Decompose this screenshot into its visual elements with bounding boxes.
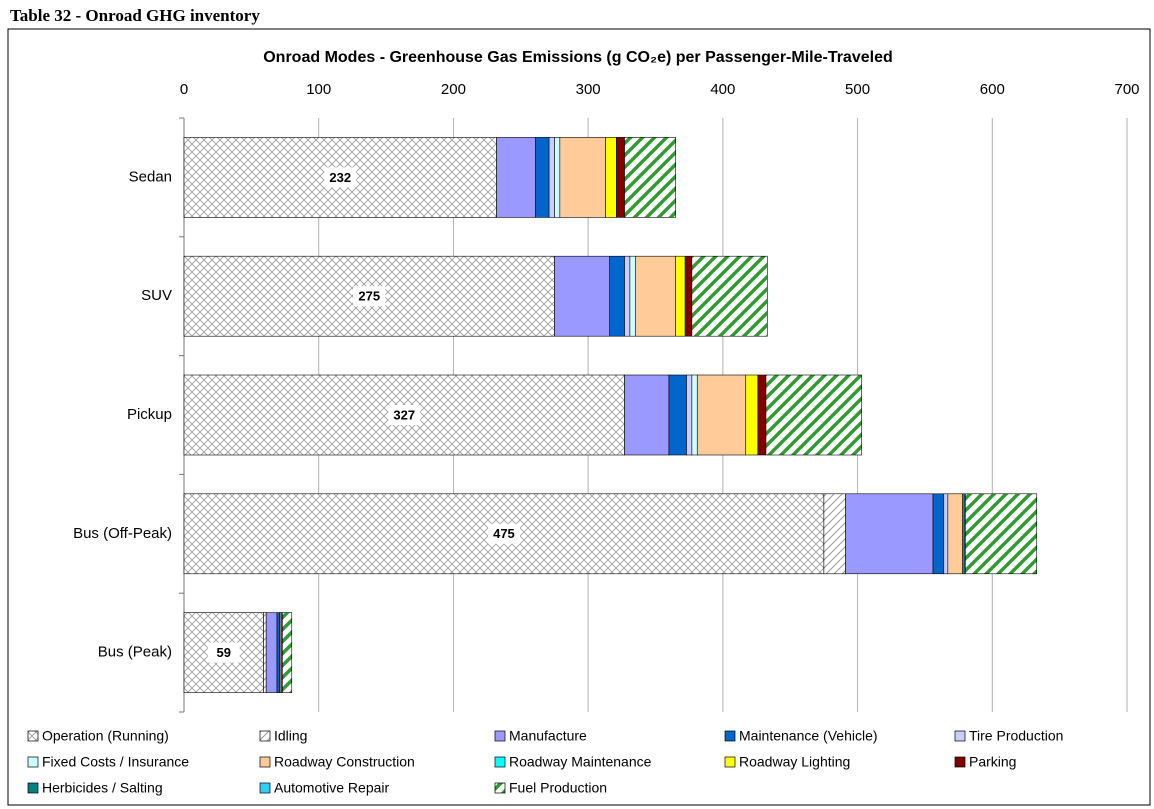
legend-label: Roadway Lighting	[739, 754, 850, 770]
legend-swatch	[494, 782, 506, 794]
value-label: 275	[358, 289, 380, 304]
category-label: SUV	[141, 287, 172, 304]
caption: Table 32 - Onroad GHG inventory	[10, 6, 260, 25]
x-tick-label: 500	[845, 81, 870, 98]
bar-segment	[554, 137, 561, 218]
value-label: 232	[329, 170, 351, 185]
value-label: 327	[393, 407, 415, 422]
category-label: Bus (Off-Peak)	[73, 525, 172, 542]
bar-segment	[823, 493, 846, 575]
value-label: 475	[493, 526, 515, 541]
legend-swatch	[724, 756, 736, 768]
bar-segment	[943, 493, 949, 575]
legend-label: Manufacture	[509, 728, 587, 744]
category-label: Bus (Peak)	[98, 644, 172, 661]
legend-label: Fuel Production	[509, 780, 607, 796]
bar-segment	[765, 374, 862, 456]
bar-segment	[265, 612, 278, 693]
legend-label: Herbicides / Salting	[42, 780, 163, 796]
x-tick-label: 600	[980, 81, 1005, 98]
legend-label: Roadway Construction	[274, 754, 415, 770]
bar-segment	[629, 255, 636, 337]
chart-title: Onroad Modes - Greenhouse Gas Emissions …	[263, 49, 893, 66]
bar-segment	[691, 374, 698, 456]
bar-segment	[276, 612, 280, 693]
value-label-bg	[207, 642, 240, 663]
legend-label: Parking	[969, 754, 1016, 770]
category-label: Pickup	[127, 406, 172, 423]
bar-segment	[684, 255, 693, 337]
bar-segment	[757, 374, 767, 456]
bar-segment	[263, 612, 267, 693]
x-tick-label: 400	[710, 81, 735, 98]
bar-segment	[845, 493, 934, 575]
legend-swatch	[27, 756, 39, 768]
bar-segment	[947, 493, 963, 575]
bar-segment	[548, 137, 555, 218]
bar-segment	[496, 137, 536, 218]
legend-swatch	[954, 756, 966, 768]
category-label: Sedan	[129, 168, 172, 185]
bar-segment	[691, 255, 768, 337]
legend-label: Tire Production	[969, 728, 1063, 744]
bar-segment	[535, 137, 550, 218]
bar-segment	[624, 255, 631, 337]
legend-swatch	[27, 730, 39, 742]
bar-segment	[605, 137, 617, 218]
legend-swatch	[724, 730, 736, 742]
legend-label: Idling	[274, 728, 307, 744]
bar-segment	[282, 612, 293, 693]
x-tick-label: 300	[576, 81, 601, 98]
value-label-bg	[487, 523, 520, 544]
bar-segment	[745, 374, 759, 456]
x-tick-label: 0	[180, 81, 188, 98]
legend-label: Maintenance (Vehicle)	[739, 728, 878, 744]
bar-segment	[559, 137, 606, 218]
bar-segment	[932, 493, 945, 575]
legend-swatch	[494, 730, 506, 742]
legend-label: Operation (Running)	[42, 728, 169, 744]
legend-swatch	[259, 756, 271, 768]
value-label-bg	[324, 167, 357, 188]
bar-segment	[668, 374, 687, 456]
legend-swatch	[954, 730, 966, 742]
legend-swatch	[259, 782, 271, 794]
legend-swatch	[259, 730, 271, 742]
value-label: 59	[217, 645, 231, 660]
bar-segment	[696, 374, 747, 456]
x-tick-label: 700	[1114, 81, 1139, 98]
bar-segment	[616, 137, 625, 218]
bar-segment	[965, 493, 1038, 575]
bar-segment	[634, 255, 677, 337]
bar-segment	[675, 255, 686, 337]
x-tick-label: 100	[306, 81, 331, 98]
bar-segment	[624, 374, 670, 456]
legend-label: Roadway Maintenance	[509, 754, 652, 770]
bar-segment	[609, 255, 625, 337]
bar-segment	[624, 137, 677, 218]
legend-label: Automotive Repair	[274, 780, 390, 796]
legend-label: Fixed Costs / Insurance	[42, 754, 189, 770]
value-label-bg	[353, 286, 386, 307]
x-tick-label: 200	[441, 81, 466, 98]
bar-segment	[686, 374, 693, 456]
bar-segment	[554, 255, 610, 337]
value-label-bg	[388, 405, 421, 425]
legend-swatch	[494, 756, 506, 768]
legend-swatch	[27, 782, 39, 794]
